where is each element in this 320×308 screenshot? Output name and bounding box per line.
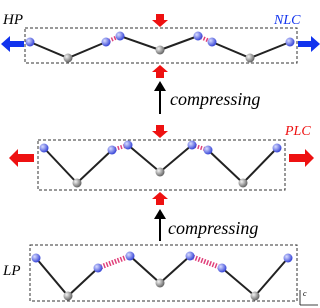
atom bbox=[108, 146, 117, 155]
atom bbox=[251, 292, 260, 301]
atom bbox=[156, 168, 165, 177]
atom bbox=[286, 38, 295, 47]
atom bbox=[32, 254, 41, 263]
diagram: HP NLC compressing PLC compressing LP c bbox=[0, 0, 320, 308]
phase-note: NLC bbox=[273, 13, 301, 28]
process-label: compressing bbox=[168, 218, 258, 238]
state-label: LP bbox=[2, 263, 21, 279]
atom bbox=[124, 141, 133, 150]
state-label: HP bbox=[2, 12, 23, 28]
atom bbox=[116, 32, 125, 41]
atom bbox=[188, 141, 197, 150]
atom bbox=[239, 179, 248, 188]
atom bbox=[208, 38, 217, 47]
atom bbox=[64, 292, 73, 301]
process-arrows bbox=[154, 81, 166, 241]
atom bbox=[26, 38, 35, 47]
atom bbox=[156, 279, 165, 288]
atom bbox=[218, 264, 227, 273]
state-label: PLC bbox=[284, 124, 311, 139]
atom bbox=[126, 252, 135, 261]
axis-label: c bbox=[303, 289, 307, 298]
atom bbox=[40, 144, 49, 153]
atom bbox=[102, 38, 111, 47]
atom bbox=[273, 144, 282, 153]
atom bbox=[94, 264, 103, 273]
atom bbox=[194, 32, 203, 41]
atom bbox=[284, 254, 293, 263]
force-arrows bbox=[9, 14, 314, 205]
atom bbox=[204, 146, 213, 155]
atom bbox=[186, 252, 195, 261]
atom bbox=[246, 54, 255, 63]
process-label: compressing bbox=[170, 89, 260, 109]
atom bbox=[64, 54, 73, 63]
atom bbox=[73, 179, 82, 188]
atom bbox=[156, 46, 165, 55]
